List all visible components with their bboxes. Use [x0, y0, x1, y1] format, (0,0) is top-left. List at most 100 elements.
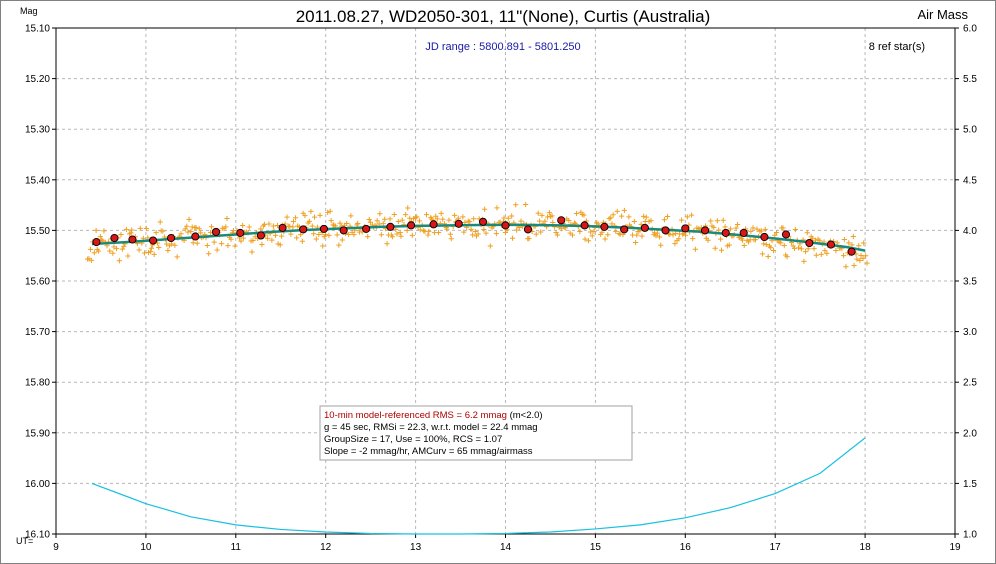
raw-point: [608, 215, 614, 221]
raw-point: [240, 235, 246, 241]
raw-point: [157, 219, 163, 225]
raw-point: [661, 217, 668, 223]
raw-point: [804, 230, 810, 236]
raw-point: [539, 212, 545, 218]
binned-point: [211, 227, 221, 236]
raw-point: [143, 225, 149, 232]
raw-point: [317, 212, 323, 218]
raw-point: [182, 226, 188, 232]
binned-point: [501, 221, 510, 230]
raw-point: [339, 237, 345, 243]
raw-point: [344, 220, 350, 227]
raw-point: [404, 227, 410, 234]
raw-point: [722, 224, 728, 230]
raw-point: [412, 215, 419, 221]
raw-point: [336, 242, 342, 248]
raw-point: [626, 214, 632, 220]
raw-point: [613, 228, 619, 234]
raw-point: [355, 220, 361, 227]
raw-point: [778, 240, 784, 246]
raw-point: [781, 242, 787, 249]
raw-point: [792, 226, 798, 233]
raw-point: [467, 219, 473, 225]
raw-point: [841, 236, 847, 243]
raw-point: [399, 217, 405, 223]
raw-point: [409, 232, 415, 238]
raw-point: [678, 217, 685, 223]
raw-point: [351, 232, 357, 238]
raw-point: [791, 245, 798, 251]
raw-point: [292, 215, 299, 221]
binned-point: [826, 240, 835, 249]
raw-point: [249, 249, 255, 255]
raw-point: [232, 243, 238, 249]
raw-point: [97, 234, 103, 240]
binned-point: [805, 238, 814, 248]
raw-point: [153, 229, 159, 236]
binned-point: [149, 236, 158, 245]
raw-point: [451, 212, 458, 219]
raw-point: [299, 238, 305, 244]
y2-tick-label: 3.0: [963, 327, 977, 338]
raw-point: [279, 233, 285, 239]
raw-point: [773, 229, 780, 236]
raw-point: [121, 243, 127, 250]
y-tick-label: 15.30: [25, 125, 50, 136]
raw-point: [664, 213, 671, 220]
raw-point: [325, 209, 331, 215]
raw-point: [141, 250, 148, 256]
raw-point: [690, 236, 696, 242]
raw-point: [125, 253, 131, 259]
raw-point: [761, 241, 767, 247]
raw-point: [308, 208, 314, 215]
y2-tick-label: 4.0: [963, 226, 977, 237]
y2-tick-label: 1.5: [963, 479, 977, 490]
raw-point: [461, 229, 467, 235]
raw-point: [460, 214, 466, 220]
raw-point: [658, 242, 664, 248]
binned-point: [739, 228, 748, 237]
raw-point: [204, 242, 210, 249]
raw-point: [309, 223, 315, 229]
raw-point: [513, 227, 520, 233]
raw-point: [306, 218, 312, 224]
raw-point: [849, 242, 855, 248]
raw-point: [784, 254, 790, 260]
raw-point: [752, 237, 759, 243]
raw-point: [739, 237, 746, 243]
raw-point: [748, 228, 754, 234]
raw-point: [403, 211, 409, 218]
raw-point: [214, 247, 220, 253]
raw-point: [653, 233, 659, 239]
raw-point: [727, 226, 734, 232]
raw-point: [549, 213, 555, 219]
raw-point: [87, 246, 94, 252]
raw-point: [258, 226, 264, 232]
raw-point: [809, 235, 815, 241]
raw-point: [851, 262, 857, 269]
raw-point: [720, 217, 726, 223]
binned-point: [429, 220, 438, 229]
binned-point: [362, 224, 371, 233]
info-line-1: 10-min model-referenced RMS = 6.2 mmag (…: [324, 410, 543, 421]
raw-point: [110, 250, 116, 256]
raw-point: [544, 214, 551, 220]
raw-point: [717, 236, 724, 242]
y-tick-label: 15.60: [25, 277, 50, 288]
raw-point: [712, 245, 718, 251]
raw-point: [198, 230, 204, 236]
raw-point: [250, 237, 256, 244]
raw-point: [380, 220, 386, 227]
raw-point: [726, 242, 732, 248]
raw-point: [581, 212, 587, 218]
raw-point: [673, 230, 679, 237]
raw-point: [619, 213, 625, 219]
raw-point: [218, 241, 225, 247]
raw-point: [860, 255, 866, 262]
raw-point: [246, 224, 252, 230]
raw-point: [469, 232, 476, 238]
raw-point: [861, 240, 867, 246]
raw-point: [311, 214, 318, 220]
raw-point: [274, 222, 281, 229]
